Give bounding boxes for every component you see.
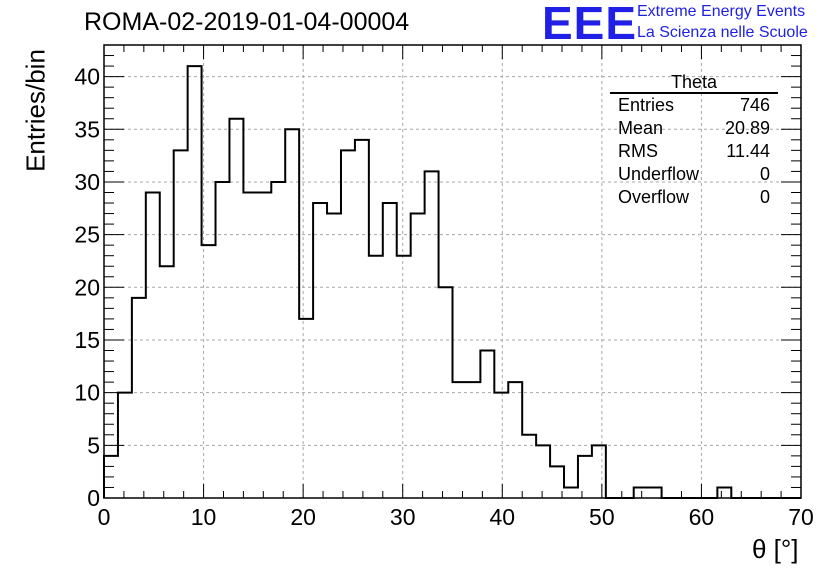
histogram-bin	[480, 351, 494, 498]
histogram-bin	[383, 203, 397, 498]
axis-ticks	[103, 44, 802, 499]
stats-label: Overflow	[618, 187, 690, 207]
y-tick-label: 10	[74, 380, 100, 406]
stats-box: Theta Entries 746 Mean 20.89 RMS 11.44 U…	[610, 72, 778, 209]
y-tick-label: 5	[87, 432, 100, 458]
y-tick-label: 15	[74, 327, 100, 353]
stats-value: 0	[759, 164, 770, 184]
stats-value: 11.44	[726, 141, 770, 161]
stats-value: 20.89	[724, 118, 770, 138]
y-tick-label: 40	[74, 64, 100, 90]
histogram-bin	[299, 319, 313, 498]
histogram-bin	[425, 171, 439, 498]
histogram-bin	[439, 287, 453, 498]
stats-row: Underflow 0	[610, 163, 778, 186]
histogram-bin	[216, 182, 230, 498]
histogram-bin	[341, 150, 355, 498]
histogram-bin	[271, 182, 285, 498]
histogram-bin	[536, 445, 550, 498]
stats-row: Entries 746	[610, 94, 778, 117]
histogram-bin	[132, 298, 146, 498]
tick-labels: 0 10 20 30 40 50 60 70 0 5 10 15 20 25 30 35 40	[74, 64, 813, 530]
histogram-bin	[411, 214, 425, 498]
y-axis-label: Entries/bin	[20, 49, 51, 172]
histogram-bin	[648, 487, 662, 498]
histogram-bin	[397, 256, 411, 498]
histogram-bin	[578, 456, 592, 498]
stats-label: Underflow	[618, 164, 700, 184]
stats-row: Overflow 0	[610, 186, 778, 209]
logo-line-1: Extreme Energy Events	[637, 3, 806, 20]
stats-row: RMS 11.44	[610, 140, 778, 163]
x-tick-label: 50	[589, 504, 615, 530]
x-tick-label: 60	[689, 504, 715, 530]
histogram-bin	[118, 393, 132, 498]
histogram-bin	[355, 140, 369, 498]
y-tick-label: 20	[74, 274, 100, 300]
histogram-bin	[522, 435, 536, 498]
histogram-bin	[160, 266, 174, 498]
x-tick-label: 20	[290, 504, 316, 530]
y-tick-label: 0	[87, 485, 100, 511]
stats-label: Mean	[618, 118, 664, 138]
histogram-bin	[202, 245, 216, 498]
plot-frame	[103, 44, 802, 499]
histogram-bin	[466, 382, 480, 498]
chart-title: ROMA-02-2019-01-04-00004	[84, 8, 410, 36]
histogram-bin	[327, 214, 341, 498]
histogram-bin	[592, 445, 606, 498]
histogram-bin	[243, 192, 257, 498]
histogram-bin	[369, 256, 383, 498]
histogram-bin	[104, 456, 118, 498]
histogram-bin	[146, 192, 160, 498]
stats-title: Theta	[610, 72, 778, 94]
histogram-bin	[508, 382, 522, 498]
histogram-bin	[174, 150, 188, 498]
x-tick-label: 40	[489, 504, 515, 530]
histogram-bin	[257, 192, 271, 498]
histogram-bin	[634, 487, 648, 498]
eee-logo: EEE	[542, 0, 638, 49]
stats-value: 0	[759, 187, 770, 207]
logo-line-2: La Scienza nelle Scuole	[637, 24, 808, 41]
histogram-bin	[453, 382, 467, 498]
histogram-bin	[717, 487, 731, 498]
stats-label: Entries	[618, 95, 675, 115]
stats-label: RMS	[618, 141, 658, 161]
y-tick-label: 25	[74, 222, 100, 248]
y-tick-label: 35	[74, 116, 100, 142]
x-axis-label: θ [°]	[752, 534, 799, 564]
histogram-bin	[564, 487, 578, 498]
histogram-bin	[188, 66, 202, 498]
stats-row: Mean 20.89	[610, 117, 778, 140]
histogram-bin	[313, 203, 327, 498]
histogram-bin	[229, 119, 243, 498]
histogram-bin	[285, 129, 299, 498]
x-tick-label: 70	[788, 504, 814, 530]
histogram-bin	[494, 393, 508, 498]
histogram-bin	[550, 466, 564, 498]
histogram-step-line	[103, 65, 801, 499]
x-tick-label: 30	[390, 504, 416, 530]
stats-value: 746	[739, 95, 770, 115]
x-tick-label: 0	[98, 504, 111, 530]
x-tick-label: 10	[191, 504, 217, 530]
y-tick-label: 30	[74, 169, 100, 195]
